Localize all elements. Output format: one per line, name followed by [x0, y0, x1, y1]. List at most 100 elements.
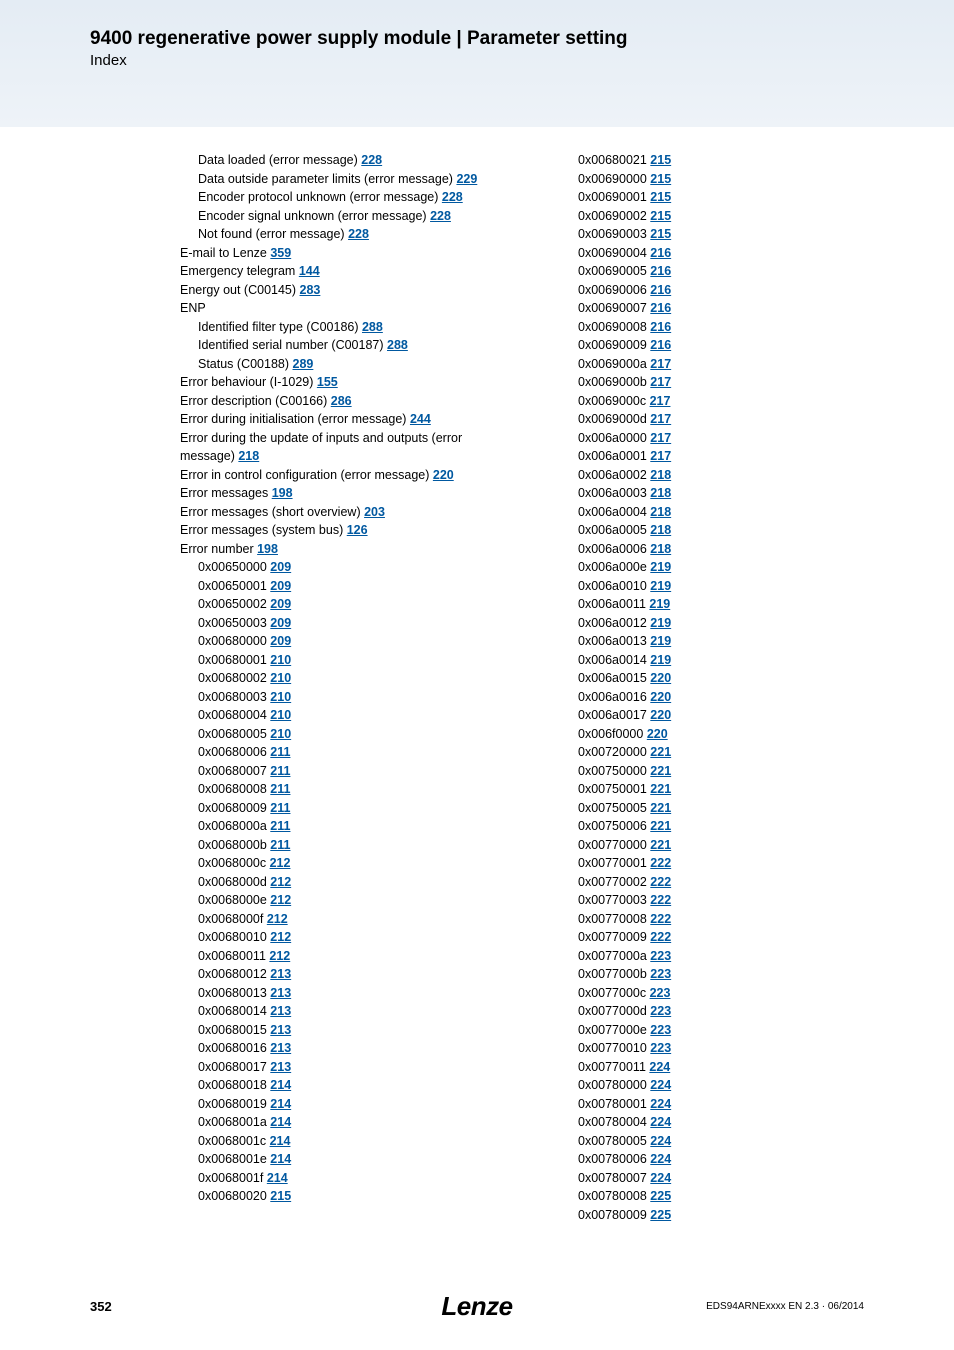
page-link[interactable]: 359	[270, 246, 291, 260]
page-link[interactable]: 224	[650, 1097, 671, 1111]
page-link[interactable]: 214	[267, 1171, 288, 1185]
page-link[interactable]: 224	[650, 1171, 671, 1185]
page-link[interactable]: 224	[649, 1060, 670, 1074]
page-link[interactable]: 217	[650, 357, 671, 371]
page-link[interactable]: 210	[270, 671, 291, 685]
page-link[interactable]: 210	[270, 653, 291, 667]
page-link[interactable]: 214	[270, 1134, 291, 1148]
page-link[interactable]: 225	[650, 1208, 671, 1222]
page-link[interactable]: 220	[647, 727, 668, 741]
page-link[interactable]: 286	[331, 394, 352, 408]
page-link[interactable]: 216	[650, 283, 671, 297]
page-link[interactable]: 215	[650, 209, 671, 223]
page-link[interactable]: 221	[650, 801, 671, 815]
page-link[interactable]: 228	[361, 153, 382, 167]
page-link[interactable]: 219	[650, 560, 671, 574]
page-link[interactable]: 220	[650, 690, 671, 704]
page-link[interactable]: 214	[270, 1115, 291, 1129]
page-link[interactable]: 217	[650, 431, 671, 445]
page-link[interactable]: 223	[650, 967, 671, 981]
page-link[interactable]: 215	[270, 1189, 291, 1203]
page-link[interactable]: 224	[650, 1115, 671, 1129]
page-link[interactable]: 216	[650, 301, 671, 315]
page-link[interactable]: 217	[650, 412, 671, 426]
page-link[interactable]: 221	[650, 745, 671, 759]
page-link[interactable]: 217	[650, 449, 671, 463]
page-link[interactable]: 211	[270, 782, 290, 796]
page-link[interactable]: 221	[650, 838, 671, 852]
page-link[interactable]: 222	[650, 893, 671, 907]
page-link[interactable]: 209	[270, 597, 291, 611]
page-link[interactable]: 225	[650, 1189, 671, 1203]
page-link[interactable]: 212	[267, 912, 288, 926]
page-link[interactable]: 213	[270, 967, 291, 981]
page-link[interactable]: 214	[270, 1152, 291, 1166]
page-link[interactable]: 218	[650, 542, 671, 556]
page-link[interactable]: 223	[650, 1023, 671, 1037]
page-link[interactable]: 228	[348, 227, 369, 241]
page-link[interactable]: 219	[650, 579, 671, 593]
page-link[interactable]: 244	[410, 412, 431, 426]
page-link[interactable]: 219	[649, 597, 670, 611]
page-link[interactable]: 222	[650, 930, 671, 944]
page-link[interactable]: 213	[270, 1041, 291, 1055]
page-link[interactable]: 212	[270, 875, 291, 889]
page-link[interactable]: 215	[650, 153, 671, 167]
page-link[interactable]: 288	[387, 338, 408, 352]
page-link[interactable]: 213	[270, 1060, 291, 1074]
page-link[interactable]: 218	[650, 486, 671, 500]
page-link[interactable]: 211	[270, 838, 290, 852]
page-link[interactable]: 216	[650, 264, 671, 278]
page-link[interactable]: 228	[430, 209, 451, 223]
page-link[interactable]: 215	[650, 227, 671, 241]
page-link[interactable]: 212	[270, 930, 291, 944]
page-link[interactable]: 222	[650, 875, 671, 889]
page-link[interactable]: 224	[650, 1152, 671, 1166]
page-link[interactable]: 209	[270, 560, 291, 574]
page-link[interactable]: 210	[270, 727, 291, 741]
page-link[interactable]: 223	[650, 1004, 671, 1018]
page-link[interactable]: 209	[270, 579, 291, 593]
page-link[interactable]: 222	[650, 912, 671, 926]
page-link[interactable]: 228	[442, 190, 463, 204]
page-link[interactable]: 210	[270, 690, 291, 704]
page-link[interactable]: 229	[456, 172, 477, 186]
page-link[interactable]: 221	[650, 819, 671, 833]
page-link[interactable]: 218	[650, 523, 671, 537]
page-link[interactable]: 212	[270, 893, 291, 907]
page-link[interactable]: 217	[650, 375, 671, 389]
page-link[interactable]: 223	[650, 949, 671, 963]
page-link[interactable]: 289	[293, 357, 314, 371]
page-link[interactable]: 283	[300, 283, 321, 297]
page-link[interactable]: 214	[270, 1078, 291, 1092]
page-link[interactable]: 224	[650, 1078, 671, 1092]
page-link[interactable]: 211	[270, 745, 290, 759]
page-link[interactable]: 211	[270, 801, 290, 815]
page-link[interactable]: 223	[650, 986, 671, 1000]
page-link[interactable]: 221	[650, 764, 671, 778]
page-link[interactable]: 198	[257, 542, 278, 556]
page-link[interactable]: 223	[650, 1041, 671, 1055]
page-link[interactable]: 219	[650, 653, 671, 667]
page-link[interactable]: 210	[270, 708, 291, 722]
page-link[interactable]: 209	[270, 616, 291, 630]
page-link[interactable]: 218	[650, 505, 671, 519]
page-link[interactable]: 216	[650, 320, 671, 334]
page-link[interactable]: 198	[272, 486, 293, 500]
page-link[interactable]: 221	[650, 782, 671, 796]
page-link[interactable]: 219	[650, 634, 671, 648]
page-link[interactable]: 218	[238, 449, 259, 463]
page-link[interactable]: 213	[270, 1023, 291, 1037]
page-link[interactable]: 220	[650, 671, 671, 685]
page-link[interactable]: 213	[270, 1004, 291, 1018]
page-link[interactable]: 212	[269, 949, 290, 963]
page-link[interactable]: 224	[650, 1134, 671, 1148]
page-link[interactable]: 216	[650, 246, 671, 260]
page-link[interactable]: 126	[347, 523, 368, 537]
page-link[interactable]: 219	[650, 616, 671, 630]
page-link[interactable]: 220	[650, 708, 671, 722]
page-link[interactable]: 217	[650, 394, 671, 408]
page-link[interactable]: 215	[650, 172, 671, 186]
page-link[interactable]: 203	[364, 505, 385, 519]
page-link[interactable]: 222	[650, 856, 671, 870]
